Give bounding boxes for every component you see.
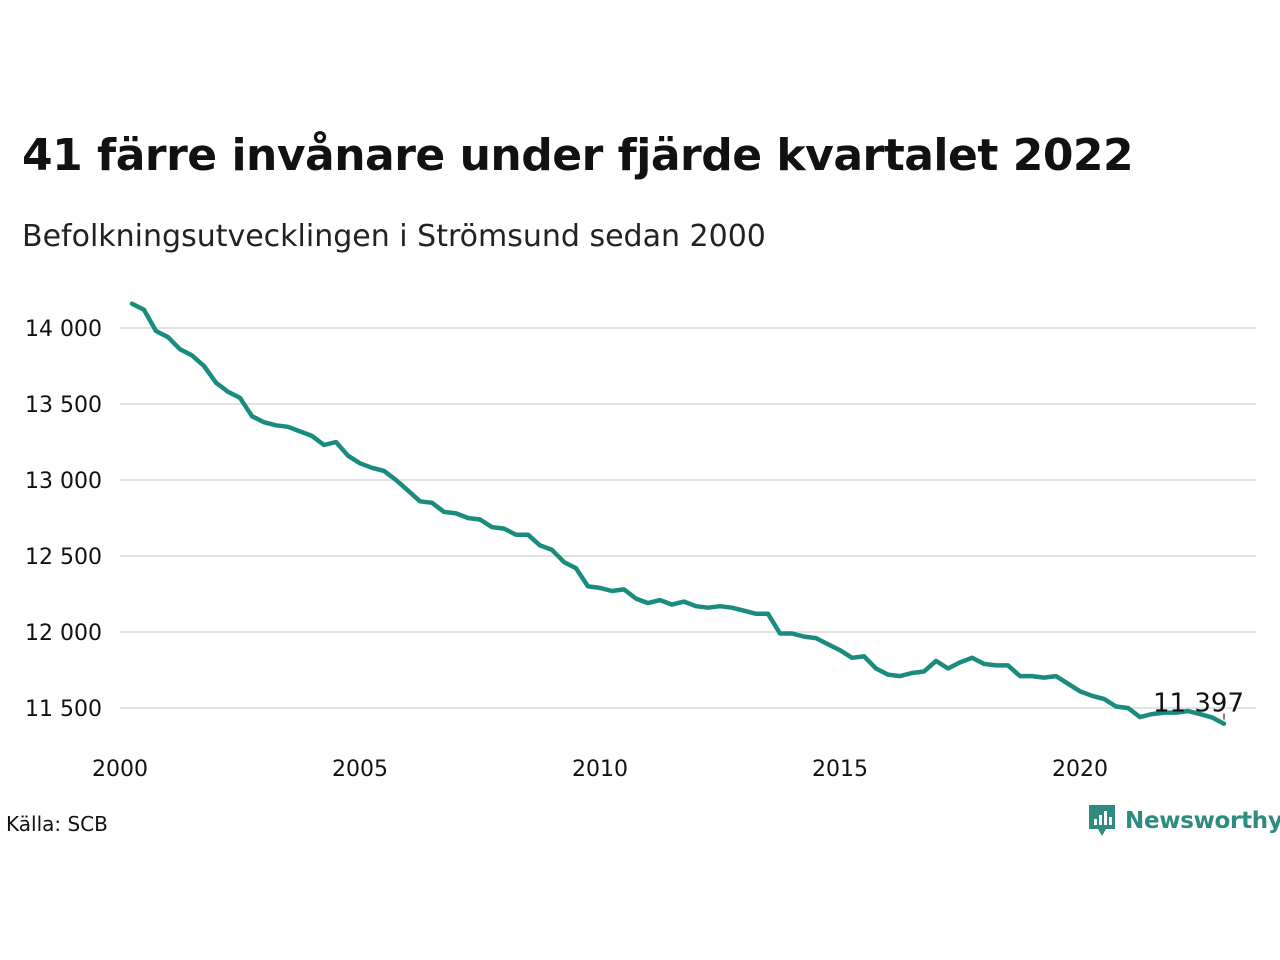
population-series-line bbox=[129, 301, 1227, 726]
y-tick-label: 14 000 bbox=[25, 317, 102, 342]
y-axis-ticks: 11 500 12 000 12 500 13 000 13 500 14 000 bbox=[25, 317, 102, 722]
newsworthy-logo-icon bbox=[1089, 805, 1115, 836]
end-value-label: 11 397 bbox=[1153, 689, 1244, 719]
brand-logo[interactable]: Newsworthy bbox=[1087, 803, 1280, 839]
x-axis-ticks: 2000 2005 2010 2015 2020 bbox=[92, 757, 1108, 782]
y-tick-label: 11 500 bbox=[25, 697, 102, 722]
x-tick-label: 2020 bbox=[1052, 757, 1108, 782]
x-tick-label: 2000 bbox=[92, 757, 148, 782]
y-tick-label: 12 500 bbox=[25, 545, 102, 570]
grid-lines bbox=[120, 327, 1256, 709]
x-tick-label: 2015 bbox=[812, 757, 868, 782]
brand-name: Newsworthy bbox=[1125, 808, 1280, 834]
y-tick-label: 12 000 bbox=[25, 621, 102, 646]
source-note: Källa: SCB bbox=[6, 812, 108, 836]
x-tick-label: 2010 bbox=[572, 757, 628, 782]
chart-title: 41 färre invånare under fjärde kvartalet… bbox=[22, 130, 1134, 181]
y-tick-label: 13 500 bbox=[25, 393, 102, 418]
x-tick-label: 2005 bbox=[332, 757, 388, 782]
line-chart: 11 500 12 000 12 500 13 000 13 500 14 000 200… bbox=[25, 301, 1256, 782]
y-tick-label: 13 000 bbox=[25, 469, 102, 494]
chart-subtitle: Befolkningsutvecklingen i Strömsund seda… bbox=[22, 219, 766, 254]
